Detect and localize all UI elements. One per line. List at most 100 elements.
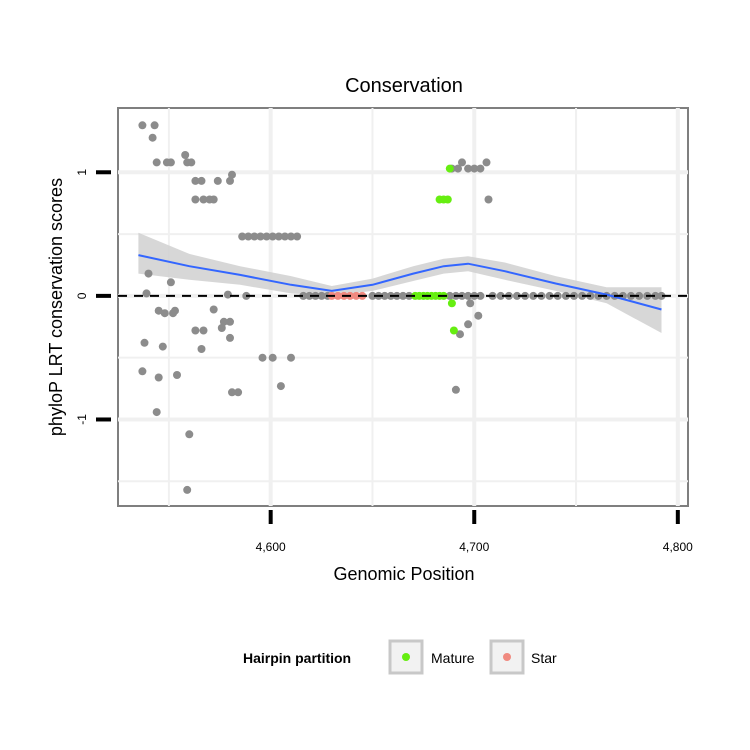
- point-other: [228, 388, 236, 397]
- point-other: [561, 291, 570, 300]
- point-other: [228, 170, 236, 179]
- point-other: [470, 164, 479, 173]
- point-other: [234, 388, 243, 397]
- point-other: [138, 367, 147, 376]
- point-other: [154, 306, 163, 315]
- point-other: [484, 195, 493, 204]
- point-other: [496, 291, 505, 300]
- point-other: [529, 291, 538, 300]
- point-star: [352, 291, 361, 300]
- x-tick-label: 4,600: [256, 540, 286, 554]
- point-mature: [445, 164, 454, 173]
- point-other: [287, 353, 295, 362]
- point-other: [144, 269, 153, 278]
- point-other: [197, 176, 206, 185]
- point-other: [158, 342, 167, 351]
- legend-dot-mature: [402, 653, 410, 661]
- point-other: [268, 353, 277, 362]
- point-other: [197, 345, 206, 353]
- point-other: [476, 164, 485, 173]
- point-other: [199, 326, 208, 335]
- point-other: [152, 408, 161, 417]
- point-other: [191, 326, 200, 335]
- point-other: [476, 291, 485, 300]
- point-other: [635, 291, 644, 300]
- point-other: [191, 195, 200, 204]
- point-other: [166, 278, 175, 287]
- point-other: [458, 158, 466, 167]
- point-other: [209, 195, 218, 204]
- point-other: [317, 291, 326, 300]
- point-other: [160, 309, 169, 318]
- point-other: [154, 373, 163, 382]
- y-tick-label: -1: [75, 414, 89, 425]
- point-other: [280, 232, 289, 241]
- point-other: [454, 164, 462, 173]
- point-other: [238, 232, 247, 241]
- x-axis-label: Genomic Position: [333, 564, 474, 584]
- point-other: [262, 232, 271, 241]
- scatter-points: [138, 121, 666, 494]
- point-other: [187, 158, 196, 167]
- point-other: [166, 158, 175, 167]
- point-other: [293, 232, 302, 241]
- point-other: [445, 291, 454, 300]
- point-other: [140, 338, 149, 347]
- point-other: [474, 311, 483, 320]
- point-other: [482, 158, 491, 167]
- point-other: [651, 291, 660, 300]
- point-other: [456, 330, 464, 339]
- point-other: [213, 176, 222, 185]
- point-other: [305, 291, 314, 300]
- point-other: [183, 485, 192, 494]
- point-other: [199, 195, 208, 204]
- point-other: [142, 289, 151, 298]
- point-other: [380, 291, 389, 300]
- y-axis-label: phyloP LRT conservation scores: [46, 178, 66, 436]
- chart-title: Conservation: [345, 75, 463, 97]
- smooth-line: [138, 254, 662, 311]
- point-mature: [449, 326, 458, 335]
- point-other: [138, 121, 147, 130]
- point-other: [171, 306, 179, 315]
- legend-dot-star: [503, 653, 511, 661]
- y-tick-label: 0: [75, 292, 89, 299]
- point-other: [185, 430, 194, 439]
- point-other: [226, 317, 234, 326]
- point-other: [223, 290, 232, 299]
- point-other: [191, 176, 200, 185]
- point-other: [545, 291, 554, 300]
- point-other: [274, 232, 283, 241]
- point-other: [276, 382, 285, 391]
- point-mature: [443, 195, 452, 204]
- point-other: [226, 176, 234, 185]
- point-other: [150, 121, 159, 130]
- point-other: [244, 232, 253, 241]
- point-other: [368, 291, 377, 300]
- legend: Hairpin partition Mature Star: [243, 639, 557, 675]
- point-mature: [447, 299, 456, 308]
- point-other: [466, 299, 475, 308]
- x-tick-label: 4,700: [459, 540, 489, 554]
- confidence-band: [138, 232, 662, 333]
- axes: 4,600 4,700 4,800 -1 0 1: [75, 169, 693, 554]
- point-other: [287, 232, 295, 241]
- point-other: [464, 320, 473, 329]
- point-other: [173, 371, 181, 379]
- point-other: [451, 385, 460, 394]
- point-other: [464, 164, 473, 173]
- point-other: [513, 291, 521, 300]
- smooth-line-layer: [138, 254, 662, 311]
- point-other: [464, 291, 473, 300]
- plot-panel: [117, 107, 689, 507]
- point-other: [209, 305, 218, 314]
- point-other: [268, 232, 277, 241]
- legend-title: Hairpin partition: [243, 650, 351, 666]
- legend-label-star: Star: [531, 650, 557, 666]
- smooth-confidence-band: [138, 232, 662, 333]
- point-other: [399, 291, 407, 300]
- point-other: [181, 151, 190, 159]
- point-other: [657, 291, 666, 300]
- point-other: [226, 333, 234, 342]
